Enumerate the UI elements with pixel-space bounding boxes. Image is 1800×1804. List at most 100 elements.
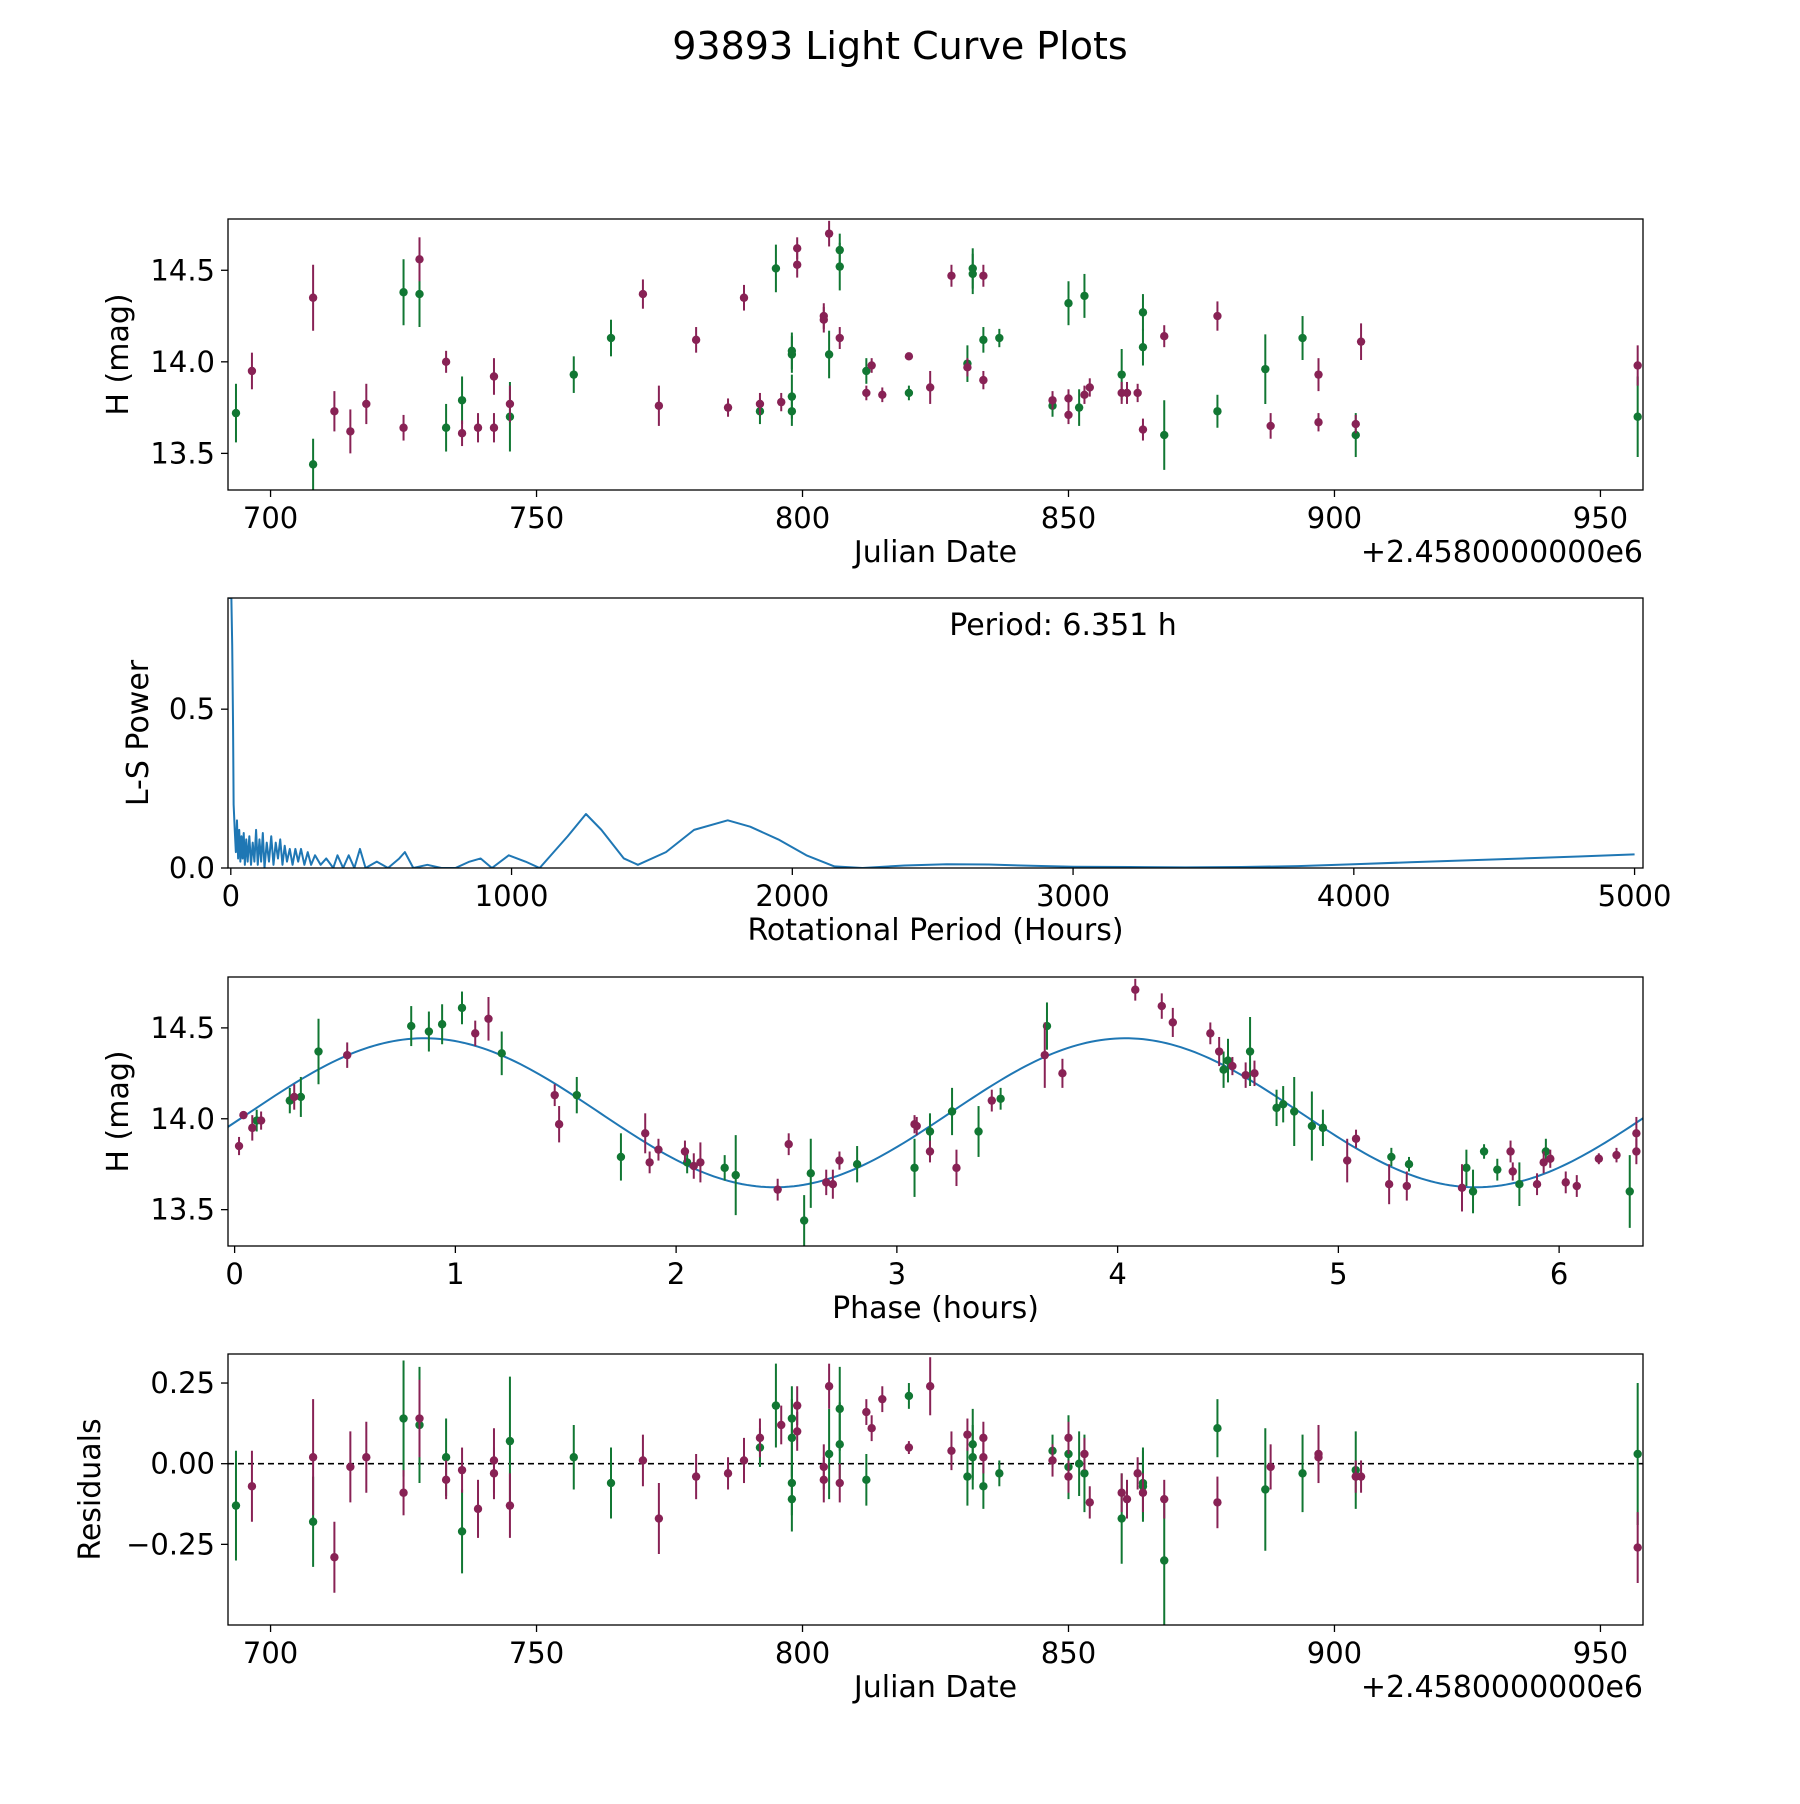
filter-magenta-point xyxy=(641,1129,650,1138)
filter-green-point xyxy=(424,1027,434,1036)
filter-magenta-point xyxy=(691,335,701,345)
filter-magenta-point xyxy=(473,1504,483,1514)
filter-magenta-point xyxy=(979,375,988,385)
filter-magenta-point xyxy=(654,1514,664,1523)
filter-magenta-point xyxy=(346,427,355,436)
filter-magenta-point xyxy=(1131,985,1140,994)
filter-magenta-point xyxy=(1561,1178,1570,1187)
filter-magenta-point xyxy=(550,1090,559,1100)
filter-green-point xyxy=(1213,407,1222,416)
filter-magenta-point xyxy=(784,1140,793,1149)
x-axis-label: Julian Date xyxy=(852,535,1017,570)
fit-curve xyxy=(228,1037,1643,1189)
filter-green-point xyxy=(437,1020,447,1029)
filter-magenta-point xyxy=(878,390,887,399)
filter-green-point xyxy=(771,1401,781,1410)
filter-magenta-point xyxy=(399,423,408,432)
periodogram-panel: 0 1000 2000 3000 4000 5000 0.0 0.5 Rotational Pe… xyxy=(121,597,1671,948)
filter-green-point xyxy=(904,1391,914,1401)
filter-green-point xyxy=(979,335,988,345)
filter-magenta-point xyxy=(1040,1050,1049,1060)
filter-magenta-point xyxy=(963,1430,972,1439)
filter-magenta-point xyxy=(484,1014,493,1024)
filter-magenta-point xyxy=(689,1161,698,1171)
filter-magenta-point xyxy=(1572,1181,1581,1191)
filter-magenta-point xyxy=(1546,1154,1555,1163)
filter-magenta-point xyxy=(1213,311,1222,321)
x-axis-label: Rotational Period (Hours) xyxy=(747,913,1123,948)
filter-magenta-point xyxy=(1064,1433,1073,1443)
filter-magenta-point xyxy=(415,1414,424,1423)
filter-green-point xyxy=(835,1440,844,1449)
filter-green-point xyxy=(569,1453,578,1462)
filter-magenta-point xyxy=(1048,396,1057,405)
filter-magenta-point xyxy=(1314,370,1323,379)
filter-magenta-point xyxy=(904,1443,914,1452)
filter-green-point xyxy=(1245,1047,1255,1056)
y-axis-label: L-S Power xyxy=(121,659,156,806)
filter-green-point xyxy=(824,350,834,359)
filter-green-point xyxy=(1160,430,1169,440)
y-tick-label: 14.5 xyxy=(150,1011,215,1045)
filter-green-point xyxy=(314,1047,323,1056)
filter-green-point xyxy=(1213,1424,1222,1433)
filter-magenta-point xyxy=(1064,410,1073,420)
filter-green-point xyxy=(1462,1163,1471,1173)
filter-green-point xyxy=(787,346,797,356)
filter-magenta-point xyxy=(755,1433,765,1443)
filter-magenta-point xyxy=(1085,383,1094,392)
filter-green-point xyxy=(720,1163,729,1173)
filter-magenta-point xyxy=(835,1156,844,1165)
y-tick-label: 13.5 xyxy=(150,1193,215,1227)
filter-magenta-point xyxy=(1080,390,1089,399)
filter-magenta-point xyxy=(867,1424,876,1433)
filter-magenta-point xyxy=(1632,1129,1641,1138)
x-tick-label: 5 xyxy=(1329,1257,1347,1291)
filter-magenta-point xyxy=(1457,1183,1467,1193)
filter-magenta-point xyxy=(723,1469,733,1478)
filter-green-point xyxy=(457,1003,467,1013)
filter-green-point xyxy=(925,1127,935,1136)
filter-magenta-point xyxy=(1133,1469,1142,1478)
filter-green-point xyxy=(308,1517,318,1526)
x-tick-label: 750 xyxy=(509,501,564,535)
filter-green-point xyxy=(996,1094,1005,1103)
x-tick-label: 750 xyxy=(509,1636,564,1670)
x-offset-label: +2.4580000000e6 xyxy=(1361,535,1643,570)
filter-magenta-point xyxy=(362,399,371,409)
x-tick-label: 0 xyxy=(225,1257,243,1291)
filter-green-point xyxy=(1625,1187,1634,1196)
filter-magenta-point xyxy=(1342,1156,1352,1165)
filter-magenta-point xyxy=(489,372,499,381)
filter-magenta-point xyxy=(819,1475,828,1485)
filter-green-point xyxy=(1515,1180,1524,1189)
filter-magenta-point xyxy=(1594,1154,1604,1163)
filter-magenta-point xyxy=(1080,1449,1089,1459)
filter-green-point xyxy=(231,1501,241,1510)
filter-magenta-point xyxy=(247,1482,257,1491)
filter-magenta-point xyxy=(777,397,786,407)
x-tick-label: 900 xyxy=(1307,1636,1362,1670)
filter-magenta-point xyxy=(1213,1498,1222,1507)
x-tick-label: 1000 xyxy=(475,879,549,913)
filter-green-point xyxy=(1278,1100,1288,1109)
filter-green-point xyxy=(415,289,424,299)
filter-magenta-point xyxy=(947,271,956,280)
x-tick-label: 4 xyxy=(1108,1257,1126,1291)
y-tick-label: 0.0 xyxy=(169,851,215,885)
filter-green-point xyxy=(1138,308,1148,317)
y-axis-label: H (mag) xyxy=(101,1050,136,1172)
filter-magenta-point xyxy=(1250,1069,1259,1078)
filter-green-point xyxy=(399,1414,408,1423)
residuals-axes-frame xyxy=(227,1353,1644,1626)
filter-green-point xyxy=(1138,342,1148,352)
residuals-panel: 700 750 800 850 900 950 −0.25 0.00 0.25 Julian Da… xyxy=(73,1353,1644,1705)
filter-magenta-point xyxy=(835,1478,844,1488)
y-tick-label: 14.0 xyxy=(150,345,215,379)
filter-magenta-point xyxy=(680,1147,690,1156)
periodogram-axes-frame xyxy=(227,597,1644,869)
filter-magenta-point xyxy=(739,1456,749,1465)
x-tick-label: 850 xyxy=(1041,1636,1096,1670)
filter-green-point xyxy=(441,423,451,432)
filter-magenta-point xyxy=(1064,1472,1073,1481)
